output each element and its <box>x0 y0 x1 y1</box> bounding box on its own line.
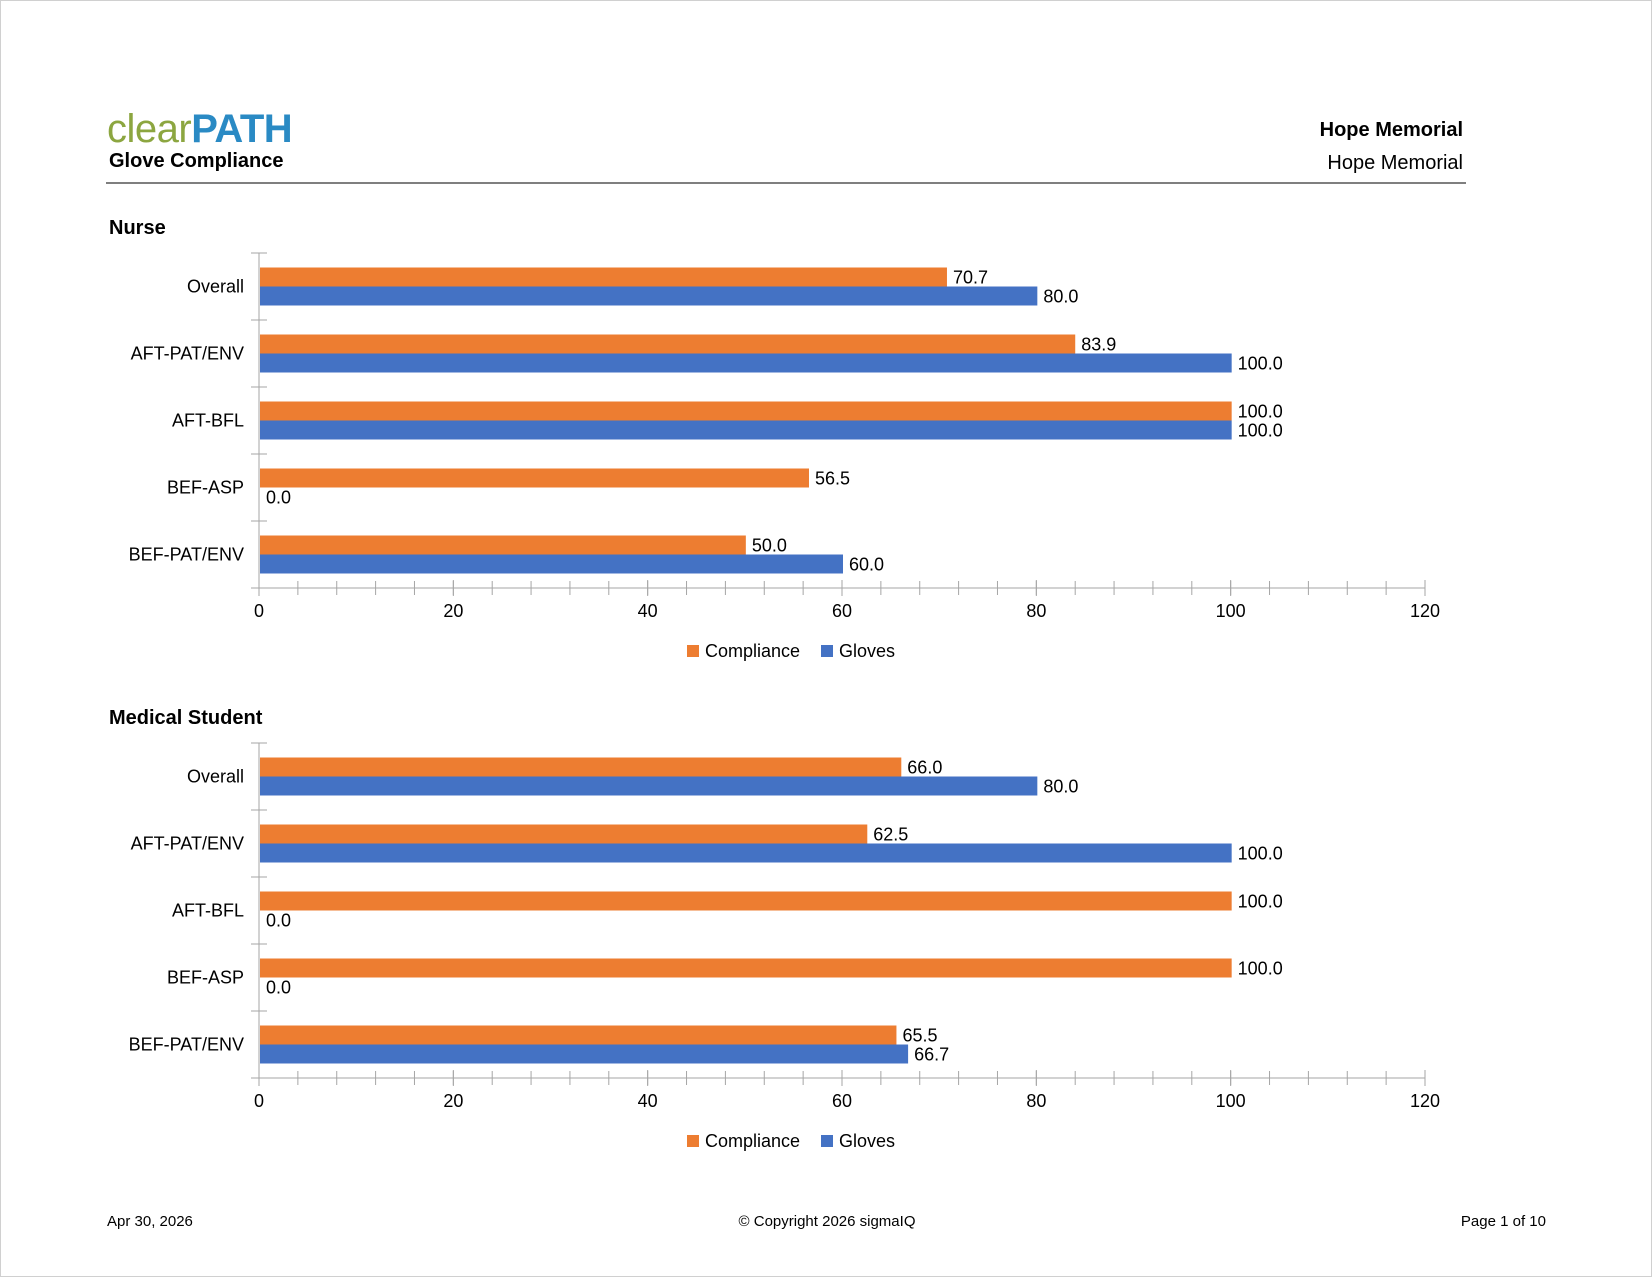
x-tick-label: 60 <box>832 601 852 621</box>
category-label-overall: Overall <box>187 767 244 787</box>
bar-compliance-bef-asp <box>260 468 809 488</box>
legend-swatch-compliance <box>687 1135 699 1147</box>
bar-gloves-aft-bfl <box>260 420 1232 440</box>
bar-compliance-aft-bfl <box>260 891 1232 911</box>
medical-student-bar-chart: 0 20 40 60 80 100 120 Overall 66.0 80.0 AFT-PAT/EN… <box>129 742 1440 1151</box>
x-tick-label: 100 <box>1216 1091 1246 1111</box>
header-divider <box>106 182 1466 184</box>
logo-text-clear: clear <box>107 107 192 151</box>
bar-compliance-aft-pat-env <box>260 334 1076 354</box>
report-title: Glove Compliance <box>109 150 284 172</box>
data-label-compliance-aft-bfl: 100.0 <box>1238 402 1283 422</box>
bar-compliance-aft-pat-env <box>260 824 868 844</box>
x-tick-label: 20 <box>443 1091 463 1111</box>
data-label-compliance-aft-pat-env: 83.9 <box>1081 335 1116 355</box>
data-label-compliance-bef-asp: 100.0 <box>1238 959 1283 979</box>
x-tick-label: 100 <box>1216 601 1246 621</box>
logo-text-path: PATH <box>191 107 293 151</box>
category-label-aft-bfl: AFT-BFL <box>172 411 244 431</box>
data-label-compliance-aft-pat-env: 62.5 <box>873 825 908 845</box>
category-label-aft-pat-env: AFT-PAT/ENV <box>131 834 244 854</box>
data-label-gloves-aft-pat-env: 100.0 <box>1238 354 1283 374</box>
data-label-gloves-overall: 80.0 <box>1043 287 1078 307</box>
category-label-bef-asp: BEF-ASP <box>167 478 244 498</box>
legend-label-compliance: Compliance <box>705 641 800 661</box>
category-label-aft-bfl: AFT-BFL <box>172 901 244 921</box>
data-label-gloves-bef-asp: 0.0 <box>266 488 291 508</box>
bar-compliance-bef-pat-env <box>260 535 746 555</box>
data-label-gloves-bef-asp: 0.0 <box>266 978 291 998</box>
footer-page-number: Page 1 of 10 <box>1460 1213 1546 1230</box>
data-label-gloves-aft-bfl: 0.0 <box>266 911 291 931</box>
legend-swatch-compliance <box>687 645 699 657</box>
footer-date: Apr 30, 2026 <box>107 1213 193 1230</box>
data-label-compliance-overall: 70.7 <box>953 268 988 288</box>
x-tick-label: 0 <box>254 1091 264 1111</box>
bar-compliance-aft-bfl <box>260 401 1232 421</box>
bar-gloves-aft-pat-env <box>260 843 1232 863</box>
x-tick-label: 120 <box>1410 1091 1440 1111</box>
org-name-bold: Hope Memorial <box>1319 119 1463 141</box>
nurse-bar-chart: 0 20 40 60 80 100 120 Overall 70.7 80.0 AFT-PAT/EN… <box>129 252 1440 661</box>
x-tick-label: 40 <box>638 601 658 621</box>
bar-compliance-overall <box>260 757 902 777</box>
x-tick-label: 80 <box>1026 601 1046 621</box>
bar-gloves-bef-pat-env <box>260 1044 909 1064</box>
x-tick-label: 60 <box>832 1091 852 1111</box>
data-label-gloves-bef-pat-env: 60.0 <box>849 555 884 575</box>
x-tick-label: 120 <box>1410 601 1440 621</box>
category-label-bef-pat-env: BEF-PAT/ENV <box>129 545 244 565</box>
bar-gloves-overall <box>260 776 1038 796</box>
data-label-gloves-aft-pat-env: 100.0 <box>1238 844 1283 864</box>
bar-gloves-overall <box>260 286 1038 306</box>
legend-swatch-gloves <box>821 645 833 657</box>
x-tick-label: 40 <box>638 1091 658 1111</box>
legend-label-gloves: Gloves <box>839 641 895 661</box>
data-label-gloves-bef-pat-env: 66.7 <box>914 1045 949 1065</box>
bar-compliance-overall <box>260 267 947 287</box>
clearpath-logo: clearPATH <box>107 107 293 151</box>
bar-compliance-bef-asp <box>260 958 1232 978</box>
data-label-gloves-overall: 80.0 <box>1043 777 1078 797</box>
legend-label-compliance: Compliance <box>705 1131 800 1151</box>
x-tick-label: 20 <box>443 601 463 621</box>
data-label-compliance-bef-pat-env: 65.5 <box>902 1026 937 1046</box>
data-label-compliance-bef-pat-env: 50.0 <box>752 536 787 556</box>
data-label-compliance-aft-bfl: 100.0 <box>1238 892 1283 912</box>
category-label-aft-pat-env: AFT-PAT/ENV <box>131 344 244 364</box>
data-label-compliance-bef-asp: 56.5 <box>815 469 850 489</box>
bar-gloves-bef-pat-env <box>260 554 843 574</box>
category-label-bef-asp: BEF-ASP <box>167 968 244 988</box>
data-label-compliance-overall: 66.0 <box>907 758 942 778</box>
footer-copyright: © Copyright 2026 sigmaIQ <box>738 1213 916 1230</box>
chart-2-title: Medical Student <box>109 707 263 729</box>
category-label-overall: Overall <box>187 277 244 297</box>
category-label-bef-pat-env: BEF-PAT/ENV <box>129 1035 244 1055</box>
legend-label-gloves: Gloves <box>839 1131 895 1151</box>
bar-compliance-bef-pat-env <box>260 1025 897 1045</box>
bar-gloves-aft-pat-env <box>260 353 1232 373</box>
org-name: Hope Memorial <box>1327 152 1463 174</box>
data-label-gloves-aft-bfl: 100.0 <box>1238 421 1283 441</box>
x-tick-label: 0 <box>254 601 264 621</box>
legend-swatch-gloves <box>821 1135 833 1147</box>
chart-1-title: Nurse <box>109 217 166 239</box>
x-tick-label: 80 <box>1026 1091 1046 1111</box>
